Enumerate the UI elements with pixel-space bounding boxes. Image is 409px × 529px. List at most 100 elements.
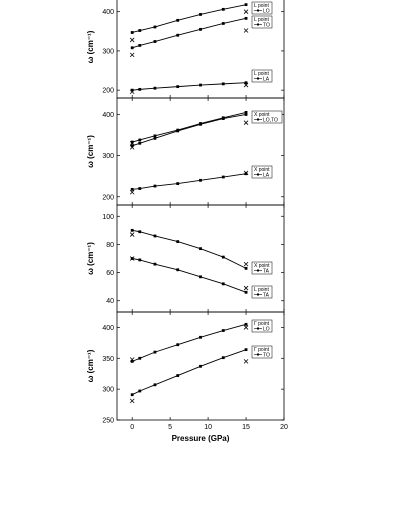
x-tick-label: 15 xyxy=(242,424,250,431)
data-point xyxy=(199,335,202,339)
legend-label: TO xyxy=(263,353,270,359)
data-point xyxy=(153,262,157,266)
legend-label: LA xyxy=(263,173,270,179)
legend-title: L point xyxy=(254,17,269,23)
data-point xyxy=(176,129,180,133)
legend-label: TA xyxy=(263,293,270,299)
data-point xyxy=(221,7,225,11)
legend-marker xyxy=(257,353,259,356)
y-tick-label: 200 xyxy=(102,194,114,201)
data-point xyxy=(138,44,142,47)
legend-label: LO,TO xyxy=(263,118,278,124)
data-point xyxy=(176,343,180,347)
x-tick-label: 0 xyxy=(130,424,134,431)
data-point xyxy=(138,138,142,142)
legend-marker xyxy=(257,173,259,176)
data-point xyxy=(244,266,248,270)
legend-title: Γ point xyxy=(254,347,270,353)
data-point xyxy=(221,175,225,179)
series-line xyxy=(132,4,247,33)
data-point xyxy=(221,329,225,332)
x-marker xyxy=(243,325,249,330)
legend-box xyxy=(251,110,283,124)
data-point xyxy=(153,383,157,387)
y-tick-label: 250 xyxy=(102,418,114,425)
y-tick-label: 400 xyxy=(102,112,114,119)
series-line xyxy=(132,258,247,293)
legend-marker xyxy=(257,77,259,80)
x-tick-label: 10 xyxy=(204,424,212,431)
x-tick-label: 5 xyxy=(168,424,172,431)
data-point xyxy=(244,322,248,326)
x-axis-title: Pressure (GPa) xyxy=(172,434,230,443)
x-marker xyxy=(129,398,135,404)
x-marker xyxy=(129,89,135,95)
legend-label: TA xyxy=(263,269,270,275)
data-point xyxy=(244,172,248,176)
y-tick-label: 300 xyxy=(102,387,114,394)
legend-marker xyxy=(257,293,259,296)
x-marker xyxy=(129,357,135,362)
y-tick-label: 300 xyxy=(102,153,114,160)
y-axis-title: ω (cm⁻¹) xyxy=(86,242,95,275)
x-marker xyxy=(129,37,135,43)
x-marker xyxy=(243,359,249,364)
data-point xyxy=(244,16,248,20)
series-line xyxy=(132,17,247,49)
data-point xyxy=(138,187,142,190)
data-point xyxy=(138,356,142,360)
data-point xyxy=(176,240,180,244)
data-point xyxy=(199,13,202,16)
data-point xyxy=(176,268,180,272)
data-point xyxy=(244,113,248,116)
legend-title: X point xyxy=(254,263,270,269)
data-point xyxy=(153,350,157,354)
data-point xyxy=(130,140,134,144)
data-point xyxy=(244,3,248,7)
data-point xyxy=(138,141,142,145)
legend-title: L point xyxy=(254,3,269,9)
data-point xyxy=(153,86,157,90)
data-point xyxy=(130,393,134,397)
legend-title: X point xyxy=(254,167,270,173)
x-tick-label: 20 xyxy=(280,424,288,431)
x-marker xyxy=(243,120,249,125)
data-point xyxy=(153,234,157,238)
data-point xyxy=(199,122,202,126)
data-point xyxy=(138,389,142,393)
series-line xyxy=(132,173,247,190)
data-point xyxy=(221,117,225,120)
data-point xyxy=(153,136,157,140)
y-tick-label: 60 xyxy=(106,270,114,277)
series-line xyxy=(131,349,247,396)
data-point xyxy=(199,247,202,251)
data-point xyxy=(138,230,142,234)
data-point xyxy=(199,27,202,31)
data-point xyxy=(138,258,142,262)
data-point xyxy=(199,364,202,368)
data-point xyxy=(153,25,157,29)
data-point xyxy=(221,255,225,259)
legend-marker xyxy=(257,23,259,26)
data-point xyxy=(138,87,142,91)
legend-label: LA xyxy=(263,77,270,83)
data-point xyxy=(138,29,142,32)
x-marker xyxy=(243,285,249,291)
x-marker xyxy=(129,140,135,146)
data-point xyxy=(221,282,225,286)
y-axis-title: ω (cm⁻¹) xyxy=(86,349,95,382)
y-tick-label: 350 xyxy=(102,356,114,363)
legend-title: L point xyxy=(254,71,269,77)
x-marker xyxy=(243,9,249,14)
y-tick-label: 100 xyxy=(102,214,114,221)
legend-label: TO xyxy=(263,23,270,29)
x-marker xyxy=(129,52,135,58)
data-point xyxy=(176,33,180,37)
y-tick-label: 300 xyxy=(102,48,114,55)
legend-marker xyxy=(257,118,259,121)
series-line xyxy=(132,114,247,147)
